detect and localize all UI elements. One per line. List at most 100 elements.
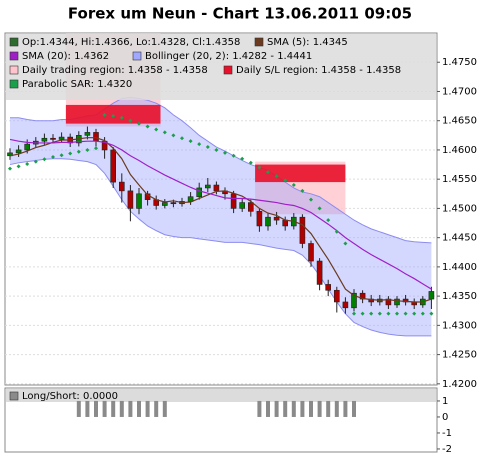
legend-label: Op:1.4344, Hi:1.4366, Lo:1.4328, Cl:1.43…: [22, 37, 240, 48]
legend-label: Daily S/L region: 1.4358 - 1.4358: [236, 65, 401, 76]
y-tick-label: -2: [442, 444, 452, 455]
y-tick-label: 1.4700: [442, 86, 477, 97]
candle-body: [119, 181, 125, 192]
bar: [111, 400, 116, 417]
sar-dot: [145, 124, 150, 129]
sar-dot: [300, 188, 305, 193]
sar-dot: [420, 311, 425, 316]
sar-dot: [240, 156, 245, 161]
bar: [162, 400, 167, 417]
legend-swatch: [9, 65, 19, 75]
legend-swatch: [9, 51, 19, 61]
candle-body: [41, 137, 48, 142]
bar: [119, 400, 124, 417]
sar-dot: [352, 311, 356, 316]
sar-dot: [59, 153, 64, 158]
sar-dot: [119, 115, 124, 120]
sar-dot: [395, 311, 399, 316]
y-tick-label: -1: [442, 428, 452, 439]
candle-body: [196, 187, 202, 198]
candle-body: [230, 193, 237, 209]
candle-body: [84, 132, 91, 136]
sar-dot: [111, 114, 116, 119]
bar: [266, 400, 270, 417]
bar: [128, 400, 133, 417]
sar-dot: [205, 145, 210, 150]
bar: [257, 400, 262, 417]
bar: [137, 400, 141, 417]
panel-header: [6, 389, 436, 402]
sar-dot: [68, 151, 73, 156]
bar: [283, 400, 288, 417]
bar: [291, 400, 296, 417]
sar-dot: [162, 130, 167, 135]
sar-dot: [223, 150, 227, 155]
sar-dot: [386, 311, 391, 316]
panel-title: Long/Short: 0.0000: [22, 391, 118, 402]
y-tick-label: 1.4300: [442, 320, 477, 331]
legend-label: Bollinger (20, 2): 1.4282 - 1.4441: [145, 51, 312, 62]
y-tick-label: 1.4500: [442, 203, 477, 214]
sar-dot: [231, 153, 236, 158]
candle-body: [428, 291, 435, 300]
candle-body: [342, 301, 349, 309]
candle-body: [50, 137, 56, 140]
candle-body: [239, 202, 245, 209]
y-tick-label: 1.4200: [442, 379, 477, 390]
sar-dot: [25, 161, 30, 166]
sar-dot: [377, 311, 382, 316]
bar: [85, 400, 90, 417]
candle-body: [308, 243, 314, 262]
legend-label: Parabolic SAR: 1.4320: [22, 79, 132, 90]
bar: [343, 400, 348, 417]
legend-swatch: [9, 391, 19, 401]
bar: [274, 400, 279, 417]
candle-body: [58, 136, 65, 140]
sar-dot: [180, 136, 184, 141]
candle-body: [110, 149, 116, 183]
sar-dot: [51, 154, 55, 159]
bar: [94, 400, 98, 417]
sar-dot: [334, 229, 339, 234]
legend-label: Daily trading region: 1.4358 - 1.4358: [22, 65, 208, 76]
bar: [76, 400, 81, 417]
candle-body: [136, 193, 142, 209]
sar-dot: [412, 311, 417, 316]
candle-body: [333, 289, 340, 303]
candle-body: [394, 298, 400, 306]
sar-dot: [326, 218, 331, 223]
y-tick-label: 1.4650: [442, 116, 477, 127]
legend-label: SMA (5): 1.4345: [267, 37, 348, 48]
y-tick-label: 0: [442, 412, 448, 423]
sar-dot: [154, 127, 159, 132]
sar-dot: [248, 160, 253, 165]
candle-body: [316, 260, 323, 285]
candle-body: [15, 149, 22, 154]
bar: [317, 400, 322, 417]
sar-dot: [137, 121, 141, 126]
candle-body: [170, 202, 177, 205]
candle-body: [256, 211, 263, 227]
y-tick-label: 1.4750: [442, 57, 477, 68]
sar-dot: [16, 164, 21, 169]
sar-dot: [403, 311, 408, 316]
y-tick-label: 1.4550: [442, 174, 477, 185]
candle-body: [127, 190, 134, 209]
candle-body: [325, 284, 332, 291]
candle-body: [24, 143, 31, 151]
candle-body: [205, 184, 211, 189]
bar: [145, 400, 150, 417]
legend-label: SMA (20): 1.4362: [22, 51, 109, 62]
sar-dot: [33, 159, 38, 164]
legend-swatch: [254, 37, 264, 47]
candle-body: [248, 202, 254, 212]
bar: [334, 400, 339, 417]
sar-dot: [291, 183, 296, 188]
sar-dot: [274, 174, 279, 179]
legend-swatch: [9, 37, 19, 47]
indicator-line: [9, 137, 432, 303]
sar-dot: [94, 146, 98, 151]
candle-body: [162, 202, 168, 206]
sar-dot: [257, 165, 262, 170]
